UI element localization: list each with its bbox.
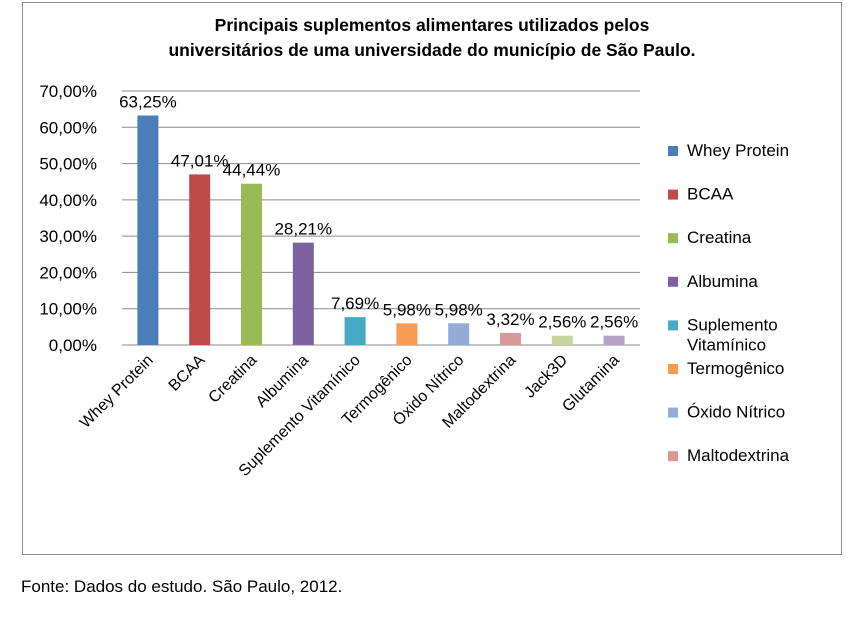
y-axis-ticks: 0,00% 10,00% 20,00% 30,00% 40,00% 50,00% 60,00… [39, 82, 97, 355]
y-tick-label: 10,00% [39, 300, 97, 319]
data-label: 5,98% [435, 300, 483, 319]
data-label: 7,69% [331, 294, 379, 313]
x-tick-label: Whey Protein [77, 352, 157, 432]
y-tick-label: 40,00% [39, 191, 97, 210]
bar-chart: Principais suplementos alimentares utili… [39, 15, 790, 480]
bar [603, 335, 625, 345]
legend-label: Vitamínico [687, 335, 766, 354]
x-axis-labels: Whey Protein BCAACreatinaAlbuminaSuplemen… [77, 350, 623, 480]
bar [551, 335, 573, 345]
legend-swatch [668, 451, 678, 462]
legend-label: Albumina [687, 272, 758, 291]
legend-label: Maltodextrina [687, 446, 790, 465]
legend-swatch [668, 364, 678, 374]
data-label: 5,98% [383, 300, 431, 319]
chart-title-line: universitários de uma universidade do mu… [168, 40, 695, 60]
y-tick-label: 50,00% [39, 155, 97, 174]
legend-label: Suplemento [687, 315, 778, 334]
legend-swatch [668, 146, 678, 156]
x-tick-label: BCAA [166, 352, 209, 395]
bar [189, 174, 211, 345]
data-labels: 63,25%47,01%44,44%28,21%7,69% 5,98% 5,98%3… [119, 92, 638, 331]
legend-label: BCAA [687, 185, 734, 204]
y-tick-label: 30,00% [39, 227, 97, 246]
data-label: 3,32% [486, 310, 534, 329]
data-label: 47,01% [171, 151, 229, 170]
legend-label: Óxido Nítrico [687, 403, 785, 422]
chart-title: Principais suplementos alimentares utili… [168, 15, 695, 60]
source-note: Fonte: Dados do estudo. São Paulo, 2012. [21, 577, 343, 596]
chart-frame: Principais suplementos alimentares utili… [22, 2, 842, 555]
bar [137, 115, 159, 345]
bar [500, 332, 521, 345]
y-tick-label: 70,00% [39, 82, 97, 101]
legend-label: Termogênico [687, 359, 784, 378]
data-label: 44,44% [223, 161, 281, 180]
bar [292, 242, 314, 345]
bar [241, 183, 262, 345]
legend-swatch [668, 320, 678, 331]
legend-swatch [668, 233, 678, 244]
data-label: 2,56% [590, 313, 638, 332]
bar [396, 323, 418, 345]
x-tick-label: Jack3D [521, 352, 571, 402]
bar [448, 323, 470, 345]
legend-swatch [668, 189, 678, 200]
legend: Whey Protein BCAA Creatina Albumina Suplemen… [668, 141, 790, 465]
y-tick-label: 0,00% [49, 336, 97, 355]
data-label: 63,25% [119, 92, 177, 111]
data-label: 2,56% [538, 313, 586, 332]
y-tick-label: 20,00% [39, 263, 97, 282]
legend-swatch [668, 407, 678, 418]
chart-title-line: Principais suplementos alimentares utili… [215, 15, 650, 35]
legend-swatch [668, 276, 678, 287]
bar [344, 317, 366, 345]
legend-label: Creatina [687, 228, 752, 247]
legend-label: Whey Protein [687, 141, 789, 160]
x-tick-label: Glutamina [559, 352, 623, 416]
data-label: 28,21% [274, 220, 332, 239]
bars [137, 115, 625, 345]
y-tick-label: 60,00% [39, 118, 97, 137]
